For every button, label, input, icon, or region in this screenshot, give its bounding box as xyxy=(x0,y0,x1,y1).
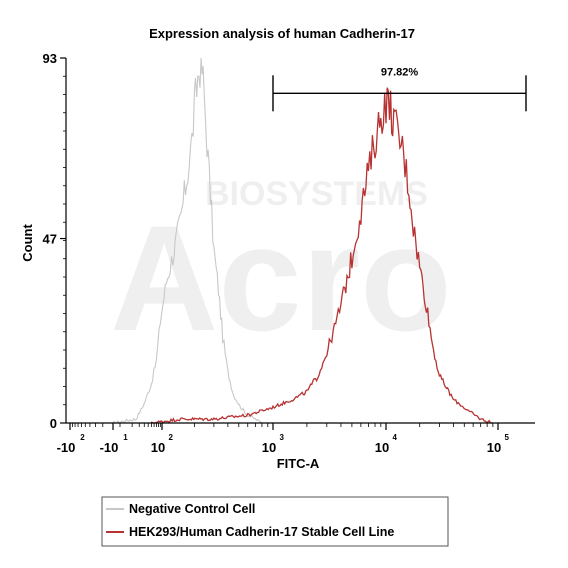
y-axis-label: Count xyxy=(20,224,35,262)
x-tick-exponent-2: 2 xyxy=(169,433,174,442)
watermark: Acro BIOSYSTEMS xyxy=(110,175,452,362)
x-tick-exponent-0: 2 xyxy=(80,433,85,442)
x-tick-exponent-1: 1 xyxy=(123,433,128,442)
series-layer xyxy=(112,57,493,424)
chart-title: Expression analysis of human Cadherin-17 xyxy=(149,26,415,41)
y-ticks: 0 47 93 xyxy=(43,51,66,431)
x-tick-label-0: -10 xyxy=(57,440,76,455)
x-tick-label-4: 10 xyxy=(375,440,389,455)
y-tick-label-47: 47 xyxy=(43,232,57,247)
y-tick-label-0: 0 xyxy=(50,416,57,431)
x-tick-label-1: -10 xyxy=(100,440,119,455)
x-tick-exponent-3: 3 xyxy=(280,433,285,442)
y-tick-label-93: 93 xyxy=(43,51,57,66)
x-tick-exponent-5: 5 xyxy=(505,433,510,442)
legend: Negative Control Cell HEK293/Human Cadhe… xyxy=(101,496,449,547)
x-ticks: -10 2 -10 1 10 2 10 3 10 4 10 5 xyxy=(57,423,510,455)
gate-percentage-label: 97.82% xyxy=(381,66,419,78)
x-tick-label-3: 10 xyxy=(262,440,276,455)
series-curve-hek293 xyxy=(150,87,493,424)
legend-label-hek293: HEK293/Human Cadherin-17 Stable Cell Lin… xyxy=(129,525,394,539)
gate: 97.82% xyxy=(272,66,527,112)
legend-label-negative: Negative Control Cell xyxy=(129,502,255,516)
x-tick-label-2: 10 xyxy=(151,440,165,455)
y-minor-ticks xyxy=(63,75,66,424)
x-axis-label: FITC-A xyxy=(277,456,320,471)
watermark-subtext: BIOSYSTEMS xyxy=(205,175,428,213)
legend-box xyxy=(101,496,449,547)
x-tick-exponent-4: 4 xyxy=(393,433,398,442)
watermark-logo: Acro xyxy=(110,194,452,362)
series-curve-negative-control xyxy=(112,57,263,424)
x-tick-label-5: 10 xyxy=(487,440,501,455)
